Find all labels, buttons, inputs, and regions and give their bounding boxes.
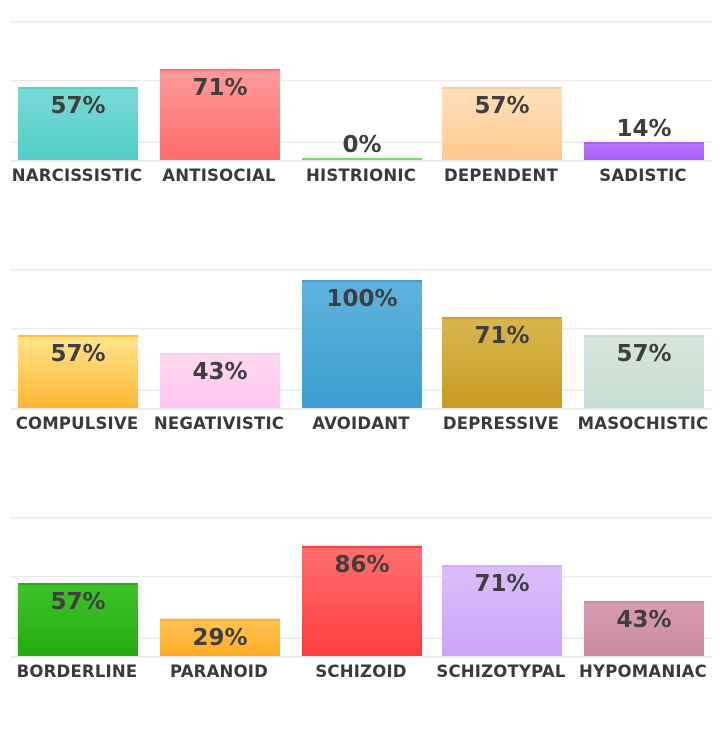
category-label: DEPRESSIVE	[443, 414, 559, 433]
category-label: MASOCHISTIC	[578, 414, 709, 433]
bar-hypomaniac	[584, 600, 704, 656]
category-label: PARANOID	[170, 662, 268, 681]
value-label: 86%	[334, 552, 389, 578]
bar-top-edge	[18, 583, 138, 586]
value-label: 100%	[326, 286, 397, 312]
bar-top-edge	[584, 335, 704, 338]
bar-compulsive	[18, 335, 138, 408]
category-label: COMPULSIVE	[16, 414, 139, 433]
bar-top-edge	[160, 352, 280, 355]
chart-row-2: 57% COMPULSIVE 43% NEGATIVISTIC 100% AVOIDANT…	[10, 269, 712, 433]
bar-negativistic	[160, 352, 280, 408]
bar-top-edge	[302, 158, 422, 160]
bar-top-edge	[442, 87, 562, 90]
bar-schizotypal	[442, 565, 562, 656]
value-label: 57%	[474, 93, 529, 119]
bar-schizoid	[302, 545, 422, 656]
value-label: 57%	[50, 341, 105, 367]
bar-avoidant	[302, 280, 422, 408]
bar-narcissistic	[18, 87, 138, 160]
value-label: 0%	[342, 132, 381, 158]
bar-top-edge	[18, 335, 138, 338]
category-label: SCHIZOTYPAL	[436, 662, 565, 681]
category-label: NARCISSISTIC	[12, 166, 143, 185]
bar-paranoid	[160, 618, 280, 656]
bar-masochistic	[584, 335, 704, 408]
value-label: 29%	[192, 625, 247, 651]
bar-borderline	[18, 583, 138, 656]
bar-top-edge	[584, 142, 704, 145]
bar-top-edge	[160, 69, 280, 72]
bar-top-edge	[442, 317, 562, 320]
bar-dependent	[442, 87, 562, 160]
category-label: SADISTIC	[599, 166, 686, 185]
chart-row-3: 57% BORDERLINE 29% PARANOID 86% SCHIZOID 71% SC…	[10, 517, 712, 681]
value-label: 14%	[616, 116, 671, 142]
value-label: 71%	[192, 75, 247, 101]
category-label: HISTRIONIC	[306, 166, 416, 185]
value-label: 43%	[192, 359, 247, 385]
value-label: 57%	[50, 589, 105, 615]
bar-top-edge	[18, 87, 138, 90]
bar-sadistic	[584, 142, 704, 160]
chart-row-1: 57% NARCISSISTIC 71% ANTISOCIAL 0% HISTRIONIC…	[10, 21, 712, 185]
category-label: BORDERLINE	[17, 662, 138, 681]
value-label: 57%	[616, 341, 671, 367]
bar-top-edge	[584, 600, 704, 603]
value-label: 71%	[474, 571, 529, 597]
bar-top-edge	[442, 565, 562, 568]
category-label: SCHIZOID	[315, 662, 406, 681]
bar-depressive	[442, 317, 562, 408]
value-label: 57%	[50, 93, 105, 119]
value-label: 43%	[616, 607, 671, 633]
category-label: HYPOMANIAC	[579, 662, 707, 681]
bar-top-edge	[302, 545, 422, 548]
category-label: DEPENDENT	[444, 166, 559, 185]
category-label: AVOIDANT	[312, 414, 410, 433]
value-label: 71%	[474, 323, 529, 349]
category-label: ANTISOCIAL	[162, 166, 276, 185]
bar-top-edge	[302, 280, 422, 282]
category-label: NEGATIVISTIC	[154, 414, 284, 433]
bar-antisocial	[160, 69, 280, 160]
bar-top-edge	[160, 618, 280, 621]
